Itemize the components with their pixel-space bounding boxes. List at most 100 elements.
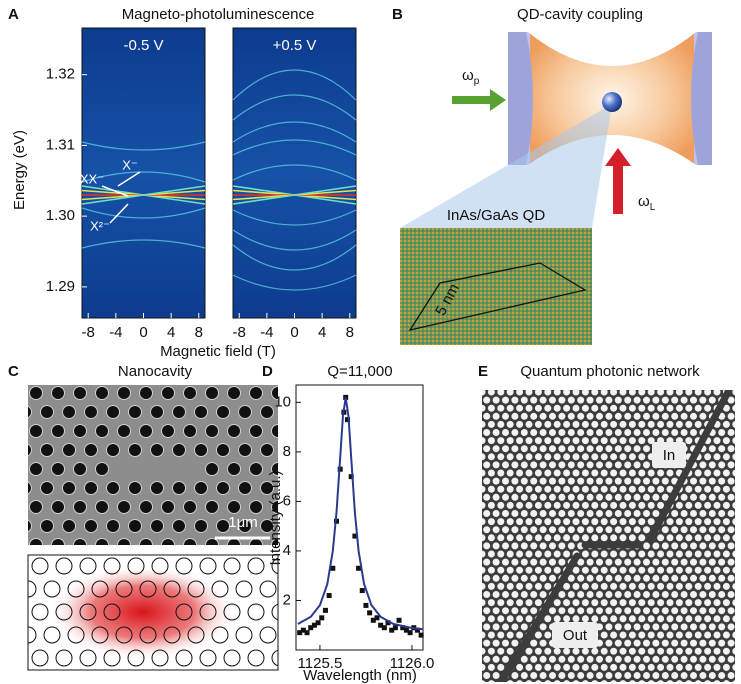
hole: [41, 482, 54, 495]
hole: [615, 510, 622, 517]
hole: [615, 429, 622, 436]
hole: [554, 389, 561, 396]
hole: [629, 405, 636, 412]
hole: [74, 539, 87, 552]
hole: [591, 486, 598, 493]
hole: [549, 478, 556, 485]
hole: [573, 502, 580, 509]
hole: [19, 482, 32, 495]
hole: [723, 632, 730, 639]
hole: [723, 502, 730, 509]
hole: [709, 575, 716, 582]
hole: [483, 494, 490, 501]
hole: [685, 583, 692, 590]
hole: [493, 478, 500, 485]
hole: [30, 501, 43, 514]
hole: [544, 405, 551, 412]
hole: [530, 429, 537, 436]
hole: [516, 470, 523, 477]
hole: [558, 559, 565, 566]
hole: [648, 502, 655, 509]
hole: [63, 406, 76, 419]
hole: [681, 429, 688, 436]
hole: [544, 551, 551, 558]
hole: [605, 640, 612, 647]
hole: [554, 567, 561, 574]
hole: [493, 623, 500, 630]
hole: [657, 405, 664, 412]
hole: [540, 461, 547, 468]
hole: [638, 664, 645, 671]
hole: [497, 567, 504, 574]
x-axis-label: Wavelength (nm): [303, 667, 417, 684]
hole: [605, 397, 612, 404]
hole: [737, 672, 741, 679]
hole: [695, 470, 702, 477]
hole: [573, 437, 580, 444]
hole: [507, 648, 514, 655]
hole: [573, 486, 580, 493]
hole: [502, 397, 509, 404]
hole: [634, 494, 641, 501]
hole: [488, 486, 495, 493]
hole: [554, 437, 561, 444]
hole: [709, 542, 716, 549]
hole: [530, 591, 537, 598]
hole: [582, 486, 589, 493]
hole: [596, 494, 603, 501]
hole: [488, 567, 495, 574]
hole: [526, 389, 533, 396]
hole: [657, 615, 664, 622]
hole: [272, 425, 285, 438]
hole: [549, 607, 556, 614]
y-tick-label: 2: [283, 591, 291, 608]
hole: [652, 413, 659, 420]
hole: [228, 425, 241, 438]
hole: [544, 615, 551, 622]
hole: [718, 478, 725, 485]
hole: [563, 551, 570, 558]
x-tick-label: 4: [318, 324, 326, 341]
hole: [657, 648, 664, 655]
hole: [530, 397, 537, 404]
annotation: XX⁻: [80, 171, 104, 186]
hole: [732, 405, 739, 412]
hole: [629, 567, 636, 574]
hole: [634, 478, 641, 485]
hole: [624, 413, 631, 420]
hole: [549, 656, 556, 663]
hole: [620, 599, 627, 606]
hole: [605, 672, 612, 679]
hole: [261, 406, 274, 419]
hole: [596, 397, 603, 404]
hole: [530, 461, 537, 468]
hole: [107, 406, 120, 419]
pump-label: ωp: [462, 67, 480, 87]
hole: [217, 444, 230, 457]
hole: [638, 470, 645, 477]
hole: [493, 640, 500, 647]
hole: [671, 526, 678, 533]
data-point: [319, 615, 324, 620]
hole: [624, 575, 631, 582]
hole: [305, 406, 318, 419]
hole: [667, 470, 674, 477]
hole: [591, 583, 598, 590]
hole: [652, 494, 659, 501]
hole: [718, 623, 725, 630]
hole: [704, 632, 711, 639]
hole: [118, 387, 131, 400]
hole: [573, 583, 580, 590]
data-point: [367, 610, 372, 615]
hole: [521, 542, 528, 549]
hole: [217, 406, 230, 419]
hole: [507, 470, 514, 477]
hole: [643, 478, 650, 485]
hole: [497, 664, 504, 671]
hole: [582, 421, 589, 428]
hole: [737, 542, 741, 549]
hole: [228, 501, 241, 514]
hole: [582, 567, 589, 574]
hole: [685, 567, 692, 574]
hole: [535, 648, 542, 655]
